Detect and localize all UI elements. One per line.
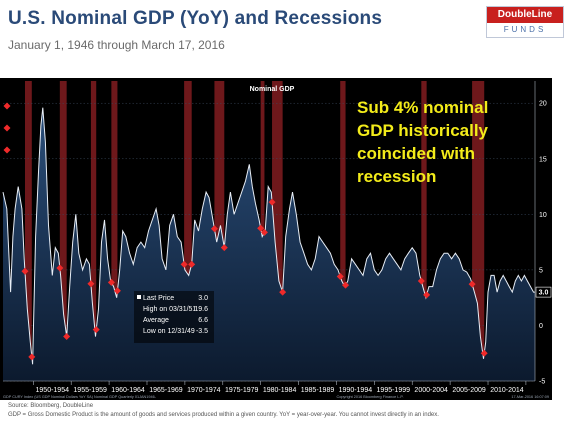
recession-marker — [210, 225, 218, 233]
gdp-line-path — [2, 107, 535, 365]
recession-marker — [56, 264, 64, 272]
stats-last-label: Last Price — [143, 295, 174, 302]
x-tick-label: 1985-1989 — [301, 387, 335, 394]
panel-label: Nominal GDP — [250, 86, 295, 93]
stats-high-value: 19.6 — [194, 306, 208, 313]
page-subtitle: January 1, 1946 through March 17, 2016 — [8, 38, 225, 52]
recession-marker — [468, 280, 476, 288]
recession-band — [111, 81, 118, 381]
x-tick-label: 2010-2014 — [490, 387, 524, 394]
last-value-text: 3.0 — [539, 290, 549, 297]
annotation-line-2: GDP historically — [357, 121, 489, 140]
recession-marker — [268, 198, 276, 206]
y-tick-label: 15 — [539, 156, 547, 163]
annotation-line-3: coincided with — [357, 144, 475, 163]
recession-band — [90, 81, 97, 381]
recession-marker — [423, 291, 431, 299]
y-tick-label: -5 — [539, 379, 545, 386]
annotation-line-4: recession — [357, 167, 436, 186]
gdp-chart: -5 0 5 10 15 20 1950-1954 1955-1959 1960-1964 196… — [0, 78, 552, 400]
footer: Source: Bloomberg, DoubleLine GDP = Gros… — [8, 402, 568, 420]
x-axis-info: GDP CURY Index (US GDP Nominal Dollars Y… — [3, 395, 157, 399]
x-tick-label: 1965-1969 — [149, 387, 183, 394]
last-price-swatch — [137, 295, 141, 299]
stats-box: Last Price 3.0 High on 03/31/51 19.6 Ave… — [134, 291, 214, 343]
definition-note: GDP = Gross Domestic Product is the amou… — [8, 412, 439, 418]
recession-marker — [342, 281, 350, 289]
recession-marker — [87, 280, 95, 288]
axes: -5 0 5 10 15 20 1950-1954 1955-1959 1960-1964 196… — [3, 81, 547, 394]
x-tick-label: 2000-2004 — [414, 387, 448, 394]
y-tick-label: 5 — [539, 267, 543, 274]
recession-marker — [3, 124, 11, 132]
recession-markers — [3, 102, 488, 361]
y-tick-label: 10 — [539, 212, 547, 219]
recession-band — [184, 81, 192, 381]
recession-marker — [180, 260, 188, 268]
y-tick-label: 20 — [539, 101, 547, 108]
x-tick-label: 1970-1974 — [187, 387, 221, 394]
recession-marker — [260, 228, 268, 236]
timestamp-text: 17-Mar-2016 16:07:09 — [511, 395, 549, 399]
annotation-text: Sub 4% nominal GDP historically coincide… — [357, 98, 489, 186]
recession-marker — [28, 353, 36, 361]
recession-marker — [279, 288, 287, 296]
x-tick-label: 1955-1959 — [73, 387, 107, 394]
stats-average-value: 6.6 — [198, 317, 208, 324]
x-tick-label: 1995-1999 — [377, 387, 411, 394]
recession-marker — [21, 267, 29, 275]
recession-marker — [480, 349, 488, 357]
recession-marker — [3, 102, 11, 110]
x-tick-label: 1975-1979 — [225, 387, 259, 394]
doubleline-logo: DoubleLine FUNDS — [486, 6, 564, 38]
x-tick-label: 1980-1984 — [263, 387, 297, 394]
recession-marker — [92, 326, 100, 334]
last-value-tag: 3.0 — [535, 286, 552, 298]
stats-high-label: High on 03/31/51 — [143, 306, 196, 313]
stats-last-value: 3.0 — [198, 295, 208, 302]
recession-band — [59, 81, 67, 381]
x-tick-label: 2005-2009 — [452, 387, 486, 394]
recession-marker — [113, 287, 121, 295]
recession-band — [272, 81, 283, 381]
recession-marker — [3, 146, 11, 154]
recession-marker — [257, 224, 265, 232]
stats-low-value: -3.5 — [196, 328, 208, 335]
y-tick-label: 0 — [539, 323, 543, 330]
recession-marker — [107, 278, 115, 286]
x-tick-label: 1990-1994 — [339, 387, 373, 394]
recession-band — [421, 81, 427, 381]
source-note: Source: Bloomberg, DoubleLine — [8, 403, 94, 409]
x-tick-label: 1950-1954 — [36, 387, 70, 394]
recession-marker — [220, 244, 228, 252]
stats-low-label: Low on 12/31/49 — [143, 328, 195, 335]
copyright-text: Copyright 2016 Bloomberg Finance L.P. — [336, 395, 403, 399]
recession-band — [24, 81, 32, 381]
page-title: U.S. Nominal GDP (YoY) and Recessions — [8, 8, 383, 29]
x-tick-label: 1960-1964 — [111, 387, 145, 394]
stats-box-frame — [134, 291, 214, 343]
stats-average-label: Average — [143, 317, 169, 324]
recession-band — [340, 81, 346, 381]
gdp-line — [2, 107, 535, 365]
recession-marker — [336, 273, 344, 281]
recession-marker — [63, 333, 71, 341]
annotation-line-1: Sub 4% nominal — [357, 98, 488, 117]
last-value-box — [535, 286, 552, 298]
recession-marker — [417, 277, 425, 285]
logo-funds: FUNDS — [487, 23, 563, 37]
recession-marker — [188, 260, 196, 268]
logo-wordmark: DoubleLine — [487, 7, 563, 23]
